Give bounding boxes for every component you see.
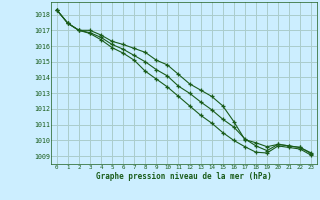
X-axis label: Graphe pression niveau de la mer (hPa): Graphe pression niveau de la mer (hPa) bbox=[96, 172, 272, 181]
